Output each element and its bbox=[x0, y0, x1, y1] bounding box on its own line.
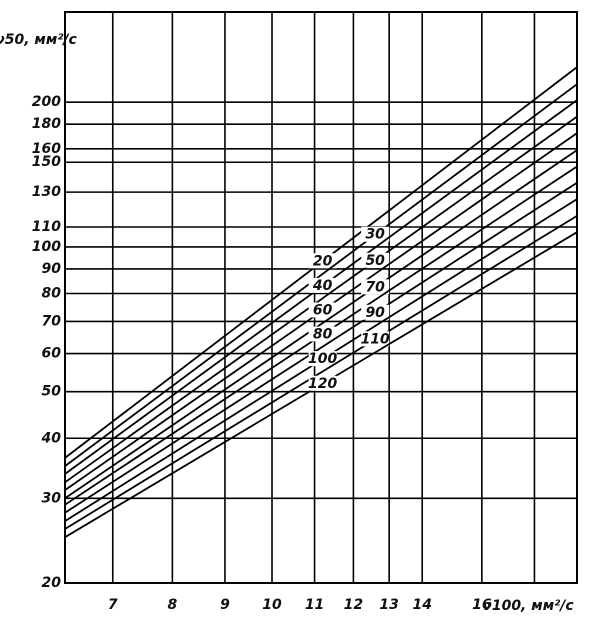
series-line bbox=[64, 181, 578, 514]
label-bg bbox=[308, 326, 337, 342]
y-tick-label: 80 bbox=[42, 286, 62, 302]
series-label: 20 bbox=[313, 253, 333, 269]
y-tick-label: 180 bbox=[32, 116, 61, 132]
series-label: 100 bbox=[308, 351, 337, 367]
series-label: 40 bbox=[312, 278, 333, 294]
x-tick-label: 8 bbox=[167, 597, 177, 613]
y-tick-label: 20 bbox=[42, 575, 62, 591]
y-tick-label: 30 bbox=[42, 490, 62, 506]
series-line bbox=[64, 149, 578, 500]
label-bg bbox=[361, 279, 390, 295]
series-label: 90 bbox=[365, 305, 385, 321]
y-axis-label: ν50, мм²/с bbox=[0, 32, 78, 48]
x-tick-label: 10 bbox=[262, 597, 282, 613]
x-tick-label: 14 bbox=[412, 597, 431, 613]
y-tick-label: 40 bbox=[41, 430, 62, 446]
y-tick-label: 100 bbox=[32, 239, 61, 255]
series-label: 50 bbox=[365, 253, 385, 269]
y-tick-label: 160 bbox=[32, 141, 61, 157]
y-tick-label: 130 bbox=[32, 184, 61, 200]
series-line bbox=[64, 83, 578, 467]
y-tick-label: 110 bbox=[32, 219, 61, 235]
series-label: 70 bbox=[365, 279, 385, 295]
label-bg bbox=[308, 375, 337, 391]
y-tick-label: 70 bbox=[42, 313, 62, 329]
y-tick-label: 90 bbox=[42, 261, 62, 277]
y-tick-label: 60 bbox=[42, 346, 62, 362]
series-line bbox=[64, 215, 578, 530]
plot-frame bbox=[64, 11, 578, 584]
label-bg bbox=[308, 277, 337, 293]
x-tick-label: 7 bbox=[108, 597, 118, 613]
label-bg bbox=[361, 252, 390, 268]
label-bg bbox=[361, 304, 390, 320]
y-tick-label: 50 bbox=[42, 384, 62, 400]
label-bg bbox=[308, 351, 337, 367]
x-tick-label: 13 bbox=[379, 597, 398, 613]
x-tick-label: 12 bbox=[344, 597, 363, 613]
series-label: 80 bbox=[313, 327, 333, 343]
label-bg bbox=[361, 226, 390, 242]
y-tick-label: 150 bbox=[32, 154, 61, 170]
series-label: 30 bbox=[365, 227, 385, 243]
series-label: 120 bbox=[308, 376, 337, 392]
label-bg bbox=[361, 331, 390, 347]
series-label: 110 bbox=[361, 331, 390, 347]
x-axis-label: ν100, мм²/с bbox=[482, 598, 574, 614]
x-tick-label: 16 bbox=[472, 597, 492, 613]
x-tick-label: 11 bbox=[305, 597, 324, 613]
x-tick-label: 9 bbox=[220, 597, 230, 613]
series-line bbox=[64, 115, 578, 484]
label-bg bbox=[308, 302, 337, 318]
y-tick-label: 200 bbox=[32, 94, 61, 110]
label-bg bbox=[308, 253, 337, 269]
series-label: 60 bbox=[313, 302, 333, 318]
